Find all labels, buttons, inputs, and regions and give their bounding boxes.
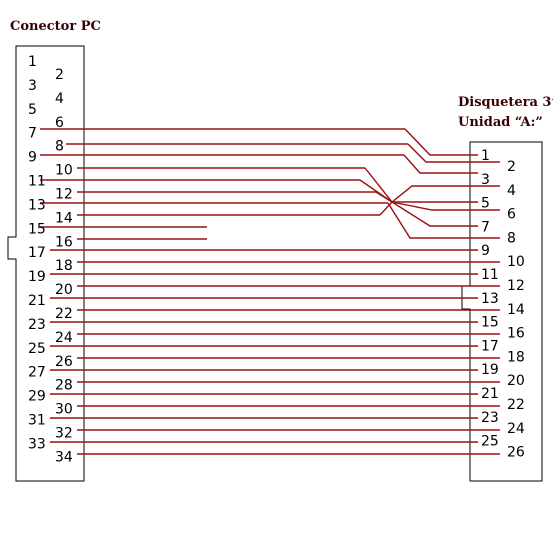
pc-pin-7: 7: [28, 126, 37, 142]
pc-pin-15: 15: [28, 221, 46, 237]
pc-pin-18: 18: [55, 258, 73, 274]
wire-to-floppy-2: [407, 143, 500, 163]
wires: [40, 128, 500, 455]
pc-pin-29: 29: [28, 389, 46, 405]
pc-pin-1: 1: [28, 54, 37, 70]
floppy-pin-17: 17: [481, 338, 499, 354]
pc-pin-6: 6: [55, 115, 64, 131]
pc-pin-32: 32: [55, 426, 73, 442]
floppy-pin-15: 15: [481, 315, 499, 331]
pc-pin-27: 27: [28, 365, 46, 381]
floppy-pin-22: 22: [507, 397, 525, 413]
pc-pin-17: 17: [28, 245, 46, 261]
pc-pin-28: 28: [55, 378, 73, 394]
floppy-title-line-2: Unidad “A:”: [458, 115, 543, 130]
floppy-pin-16: 16: [507, 326, 525, 342]
wire-to-floppy-3: [403, 154, 478, 174]
pc-pin-14: 14: [55, 210, 73, 226]
floppy-pin-9: 9: [481, 243, 490, 259]
floppy-pin-6: 6: [507, 207, 516, 223]
pc-pin-5: 5: [28, 102, 37, 118]
floppy-pin-5: 5: [481, 196, 490, 212]
wire-to-floppy-8: [387, 202, 500, 239]
floppy-pin-26: 26: [507, 445, 525, 461]
floppy-pin-1: 1: [481, 148, 490, 164]
floppy-pin-21: 21: [481, 386, 499, 402]
floppy-pin-11: 11: [481, 267, 499, 283]
floppy-pin-23: 23: [481, 410, 499, 426]
pc-pin-33: 33: [28, 436, 46, 452]
pc-pin-26: 26: [55, 354, 73, 370]
pc-pin-13: 13: [28, 197, 46, 213]
pc-pin-19: 19: [28, 269, 46, 285]
pc-pin-10: 10: [55, 163, 73, 179]
pc-pin-34: 34: [55, 449, 73, 465]
wire-to-floppy-1: [404, 128, 478, 156]
floppy-pin-4: 4: [507, 183, 516, 199]
pc-pin-3: 3: [28, 78, 37, 94]
floppy-connector-pins: 1234567891011121314151617181920212223242…: [481, 148, 525, 461]
pc-connector-body: [7, 45, 85, 482]
pc-pin-31: 31: [28, 413, 46, 429]
floppy-pin-18: 18: [507, 349, 525, 365]
pc-pin-23: 23: [28, 317, 46, 333]
floppy-pin-20: 20: [507, 373, 525, 389]
floppy-pin-14: 14: [507, 302, 525, 318]
pc-pin-16: 16: [55, 234, 73, 250]
pc-pin-25: 25: [28, 341, 46, 357]
floppy-pin-3: 3: [481, 172, 490, 188]
floppy-pin-24: 24: [507, 421, 525, 437]
floppy-title-line-1: Disquetera 3”: [458, 95, 553, 110]
pc-pin-20: 20: [55, 282, 73, 298]
floppy-pin-19: 19: [481, 362, 499, 378]
pc-pin-11: 11: [28, 174, 46, 190]
floppy-pin-13: 13: [481, 291, 499, 307]
floppy-pin-10: 10: [507, 254, 525, 270]
pc-pin-8: 8: [55, 139, 64, 155]
pc-pin-9: 9: [28, 150, 37, 166]
pc-pin-30: 30: [55, 402, 73, 418]
wire-to-floppy-7: [379, 201, 478, 227]
pc-pin-22: 22: [55, 306, 73, 322]
floppy-pin-12: 12: [507, 278, 525, 294]
floppy-pin-2: 2: [507, 159, 516, 175]
pc-pin-24: 24: [55, 330, 73, 346]
floppy-pin-7: 7: [481, 219, 490, 235]
pc-pin-12: 12: [55, 187, 73, 203]
pc-connector-pins: 1234567891011121314151617181920212223242…: [28, 54, 73, 465]
floppy-pin-25: 25: [481, 434, 499, 450]
pc-pin-4: 4: [55, 91, 64, 107]
pc-pin-21: 21: [28, 293, 46, 309]
pc-pin-2: 2: [55, 67, 64, 83]
wire-to-floppy-6: [364, 167, 500, 211]
pc-connector-title: Conector PC: [10, 19, 101, 34]
floppy-pin-8: 8: [507, 230, 516, 246]
